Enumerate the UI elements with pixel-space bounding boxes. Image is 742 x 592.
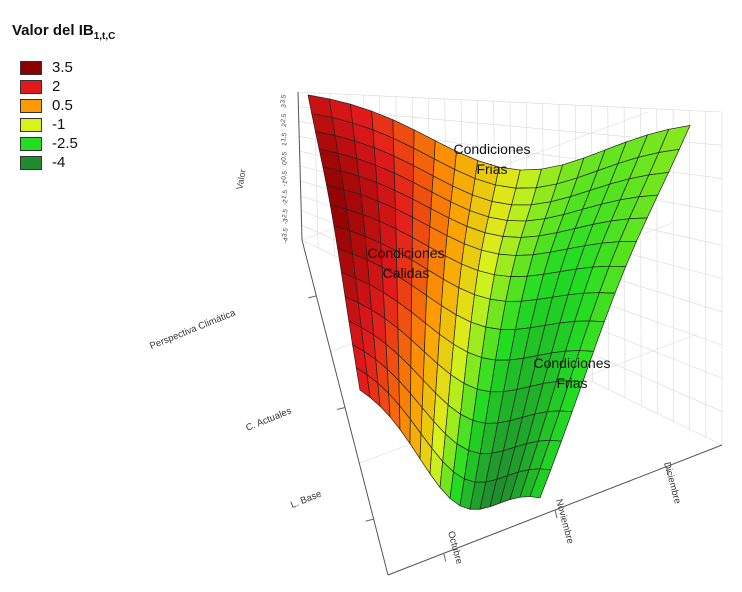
legend-swatch xyxy=(20,117,42,132)
annotation-line: Calidas xyxy=(383,265,430,281)
legend-label: -2.5 xyxy=(52,135,78,152)
y-category-label: L. Base xyxy=(289,489,323,511)
legend-entry: -4 xyxy=(20,153,78,172)
surface-annotation: Condiciones Calidas xyxy=(367,245,444,281)
surface-mesh xyxy=(307,94,691,510)
surface-annotation: Condiciones Frias xyxy=(533,355,610,391)
legend-swatch xyxy=(20,98,42,113)
legend-label: -1 xyxy=(52,116,66,133)
wall-grid-line xyxy=(297,91,723,113)
z-tick-label: 3 xyxy=(281,103,289,108)
legend-swatch xyxy=(20,60,42,75)
x-category-label: Octubre xyxy=(445,530,464,565)
z-tick-label: 2.5 xyxy=(280,113,289,123)
legend-title-text: Valor del IB xyxy=(12,22,94,39)
z-tick-label: -1 xyxy=(281,180,289,187)
surface-annotation: Condiciones Frias xyxy=(453,141,530,177)
legend-entry: -2.5 xyxy=(20,134,78,153)
annotation-line: Frias xyxy=(476,161,507,177)
z-axis-title: Valor xyxy=(234,169,247,191)
y-tick xyxy=(308,295,317,299)
legend-swatch xyxy=(20,136,42,151)
x-category-label: Noviembre xyxy=(553,498,576,545)
x-tick xyxy=(443,553,447,562)
z-tick-label: 0 xyxy=(281,160,289,165)
legend-title: Valor del IB1,t,C xyxy=(12,22,115,42)
legend-label: 0.5 xyxy=(52,97,73,114)
z-tick-label: -0.5 xyxy=(280,170,289,183)
z-axis-line xyxy=(297,91,303,241)
y-tick xyxy=(336,407,346,410)
legend-swatch xyxy=(20,155,42,170)
legend-label: -4 xyxy=(52,154,66,171)
legend-entry: 0.5 xyxy=(20,96,78,115)
x-category-label: Diciembre xyxy=(661,461,683,505)
y-category-label: C. Actuales xyxy=(244,405,293,433)
z-tick-label: -4 xyxy=(282,237,290,244)
z-tick-label: 0.5 xyxy=(280,151,289,161)
z-tick-label: -3 xyxy=(282,218,290,225)
z-tick-label: -3.5 xyxy=(281,227,290,240)
surface-cell xyxy=(529,468,552,499)
x-tick xyxy=(554,509,558,519)
y-tick xyxy=(365,518,374,522)
legend-entry: 2 xyxy=(20,77,78,96)
annotation-line: Condiciones xyxy=(453,141,530,157)
legend-title-subscript: 1,t,C xyxy=(93,31,116,42)
z-tick-label: -2 xyxy=(282,199,290,206)
legend: 3.5 2 0.5 -1 -2.5 -4 xyxy=(20,58,78,172)
annotation-line: Condiciones xyxy=(367,245,444,261)
z-tick-label: 1.5 xyxy=(280,132,289,142)
x-tick xyxy=(665,466,669,475)
annotation-line: Condiciones xyxy=(533,355,610,371)
legend-swatch xyxy=(20,79,42,94)
z-tick-label: 2 xyxy=(281,122,289,127)
z-tick-label: 1 xyxy=(281,141,289,146)
legend-label: 2 xyxy=(52,78,61,95)
annotation-line: Frias xyxy=(556,375,587,391)
legend-entry: 3.5 xyxy=(20,58,78,77)
legend-entry: -1 xyxy=(20,115,78,134)
legend-label: 3.5 xyxy=(52,59,73,76)
z-tick-label: 3.5 xyxy=(280,94,289,104)
z-tick-label: -2.5 xyxy=(281,208,290,221)
y-category-label: Perspectiva Climática xyxy=(148,307,237,352)
z-tick-label: -1.5 xyxy=(280,189,289,202)
